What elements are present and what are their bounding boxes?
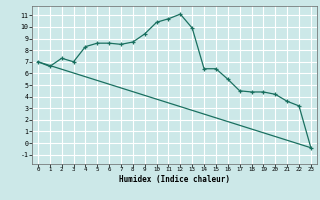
X-axis label: Humidex (Indice chaleur): Humidex (Indice chaleur) — [119, 175, 230, 184]
